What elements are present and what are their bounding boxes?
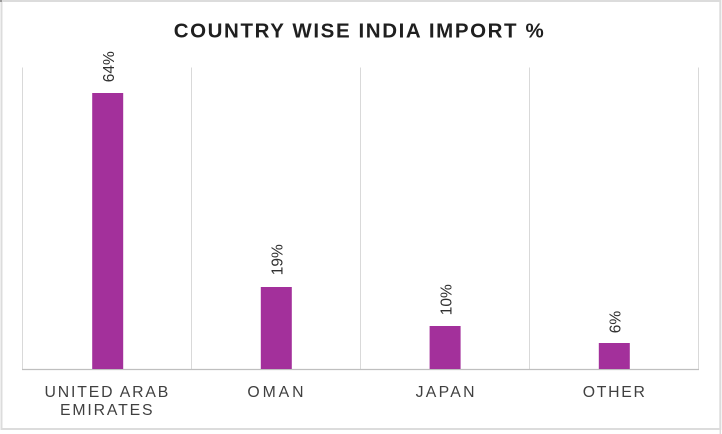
svg-text:OMAN: OMAN bbox=[247, 384, 306, 401]
svg-text:COUNTRY WISE INDIA IMPORT %: COUNTRY WISE INDIA IMPORT % bbox=[174, 19, 546, 42]
svg-text:6%: 6% bbox=[608, 311, 625, 334]
svg-text:OTHER: OTHER bbox=[583, 384, 647, 401]
svg-text:19%: 19% bbox=[270, 244, 287, 275]
svg-text:10%: 10% bbox=[438, 284, 455, 315]
svg-text:UNITED ARAB: UNITED ARAB bbox=[44, 384, 170, 401]
svg-text:JAPAN: JAPAN bbox=[416, 384, 477, 401]
svg-text:EMIRATES: EMIRATES bbox=[60, 402, 154, 419]
svg-text:64%: 64% bbox=[101, 51, 118, 82]
